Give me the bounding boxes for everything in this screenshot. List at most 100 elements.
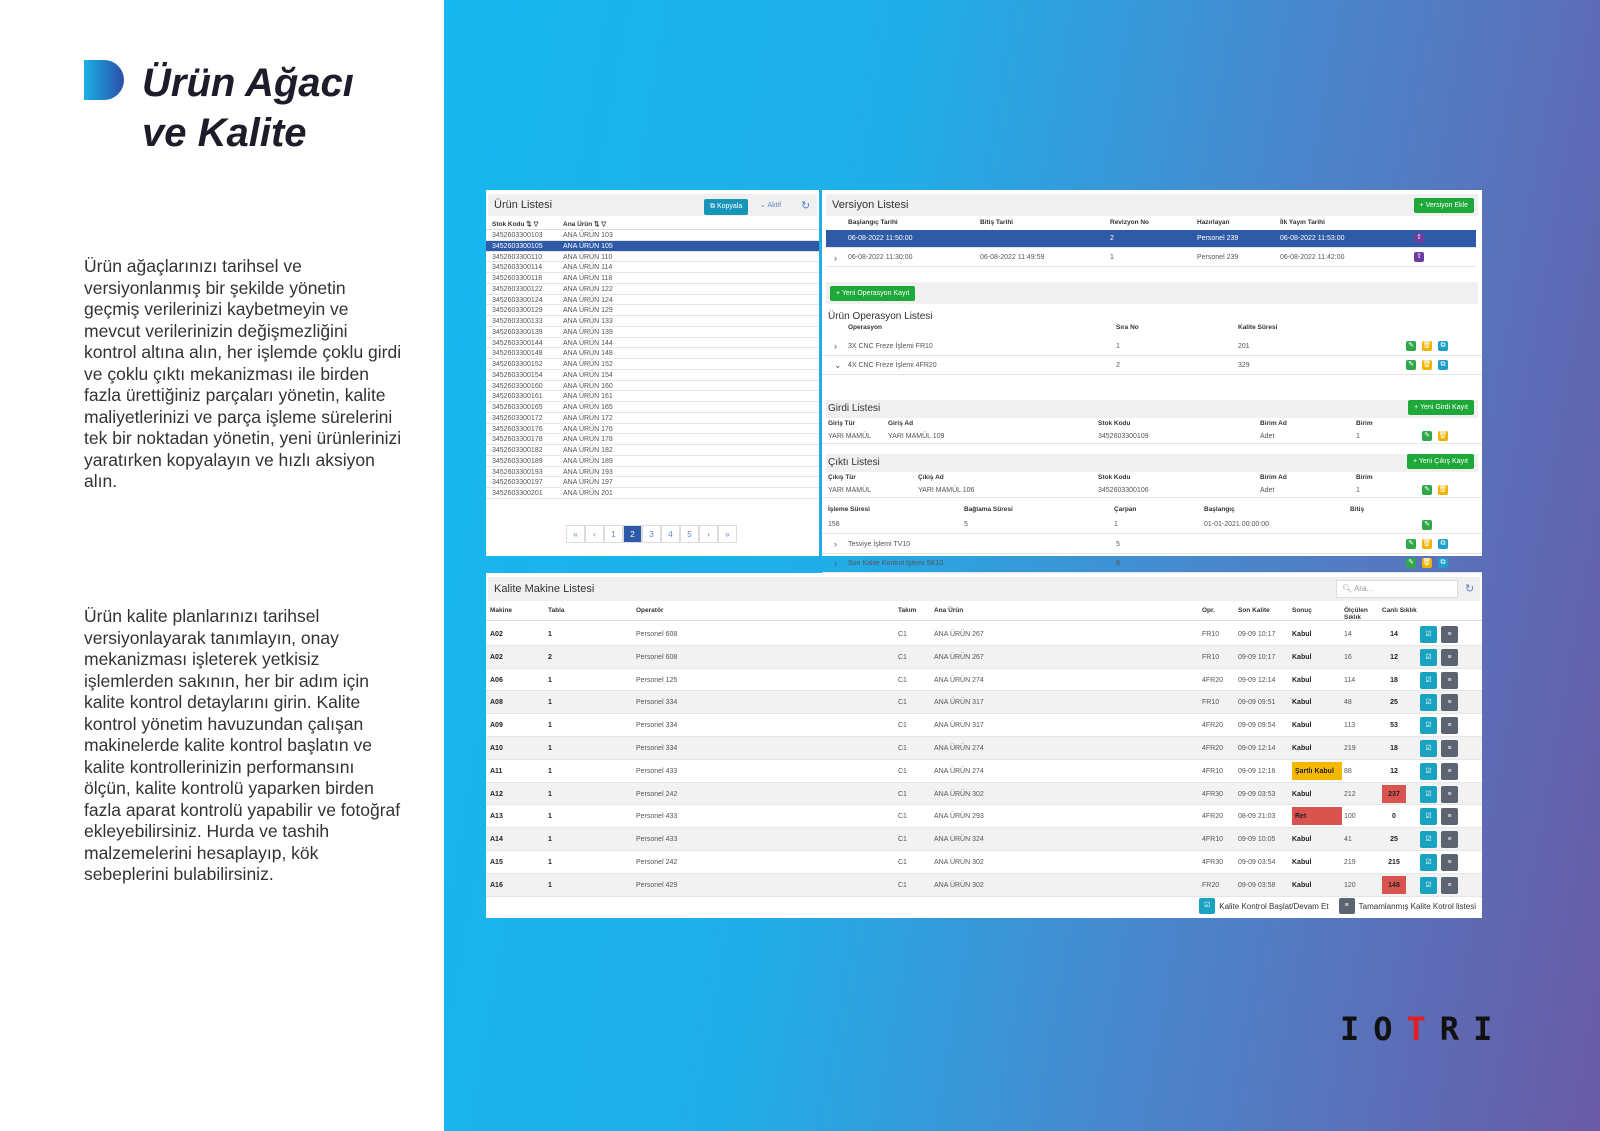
edit-icon[interactable]: ✎ [1422, 520, 1432, 530]
machine-row[interactable]: A02 1 Personel 608 C1 ANA ÜRÜN 267 FR10 09-09 … [486, 623, 1482, 646]
completed-list-button[interactable]: ≡ [1441, 831, 1458, 849]
machine-row[interactable]: A15 1 Personel 242 C1 ANA ÜRÜN 302 4FR30 09-09… [486, 851, 1482, 874]
column-header[interactable]: Bağlama Süresi [964, 506, 1013, 513]
page-button[interactable]: » [718, 525, 737, 543]
expand-chevron-icon[interactable]: ⌄ [834, 360, 842, 370]
machine-row[interactable]: A02 2 Personel 608 C1 ANA ÜRÜN 267 FR10 09-09 … [486, 645, 1482, 669]
machine-row[interactable]: A11 1 Personel 433 C1 ANA ÜRÜN 274 4FR10 09-09… [486, 760, 1482, 783]
table-row[interactable]: 3452603300124 ANA ÜRÜN 124 [486, 295, 819, 306]
column-header[interactable]: Stok Kodu [1098, 474, 1131, 481]
publish-icon[interactable]: ⇧ [1414, 233, 1424, 243]
table-row[interactable]: 3452603300172 ANA ÜRÜN 172 [486, 413, 819, 424]
page-button[interactable]: › [699, 525, 718, 543]
copy-icon[interactable]: ⧉ [1438, 558, 1448, 568]
table-row[interactable]: 3452603300103 ANA ÜRÜN 103 [486, 230, 819, 241]
machine-row[interactable]: A08 1 Personel 334 C1 ANA ÜRÜN 317 FR10 09-09 … [486, 691, 1482, 715]
page-button[interactable]: 5 [680, 525, 699, 543]
expand-chevron-icon[interactable]: › [834, 341, 837, 351]
completed-list-button[interactable]: ≡ [1441, 626, 1458, 643]
start-quality-check-button[interactable]: ☑ [1420, 740, 1437, 757]
new-girdi-button[interactable]: + Yeni Girdi Kayıt [1408, 400, 1474, 415]
column-header[interactable]: Birim Ad [1260, 420, 1287, 427]
column-header[interactable]: Hazırlayan [1197, 219, 1230, 226]
start-quality-check-button[interactable]: ☑ [1420, 831, 1437, 849]
refresh-icon[interactable]: ↻ [1465, 583, 1475, 595]
table-row[interactable]: 3452603300154 ANA ÜRÜN 154 [486, 370, 819, 381]
column-header[interactable]: Çıkış Ad [918, 474, 944, 481]
column-header[interactable]: Operasyon [848, 324, 882, 331]
column-header[interactable]: Stok Kodu [1098, 420, 1131, 427]
machine-row[interactable]: A06 1 Personel 125 C1 ANA ÜRÜN 274 4FR20 09-09… [486, 669, 1482, 692]
column-header[interactable]: Ölçülen Sıklık [1344, 607, 1368, 621]
expand-chevron-icon[interactable]: › [834, 558, 837, 568]
copy-icon[interactable]: ⧉ [1438, 360, 1448, 370]
table-row[interactable]: 3452603300152 ANA ÜRÜN 152 [486, 359, 819, 370]
table-row[interactable]: 3452603300189 ANA ÜRÜN 189 [486, 456, 819, 467]
operation-row[interactable]: ⌄ 4X CNC Freze İşlemi 4FR20 2 329 ✎ 🗑︎ ⧉ [822, 357, 1482, 375]
table-row[interactable]: 3452603300193 ANA ÜRÜN 193 [486, 467, 819, 478]
column-header[interactable]: Birim [1356, 474, 1373, 481]
column-header[interactable]: Tabla [548, 607, 565, 614]
table-row[interactable]: 3452603300161 ANA ÜRÜN 161 [486, 391, 819, 402]
copy-icon[interactable]: ⧉ [1438, 539, 1448, 549]
operation-row[interactable]: › Son Kalite Kontrol İşlemi SK10 6 ✎ 🗑︎ ⧉ [822, 555, 1482, 573]
table-row[interactable]: 3452603300160 ANA ÜRÜN 160 [486, 381, 819, 392]
aktif-toggle[interactable]: ⌄ Aktif [760, 202, 782, 209]
machine-row[interactable]: A09 1 Personel 334 C1 ANA ÜRÜN 317 4FR20 09-09… [486, 714, 1482, 737]
edit-icon[interactable]: ✎ [1406, 539, 1416, 549]
machine-row[interactable]: A16 1 Personel 429 C1 ANA ÜRÜN 302 FR20 09-09 … [486, 873, 1482, 897]
column-header[interactable]: Çıkış Tür [828, 474, 856, 481]
table-row[interactable]: 3452603300129 ANA ÜRÜN 129 [486, 305, 819, 316]
completed-list-button[interactable]: ≡ [1441, 854, 1458, 871]
expand-chevron-icon[interactable]: › [834, 539, 837, 549]
completed-list-button[interactable]: ≡ [1441, 648, 1458, 666]
page-button[interactable]: 2 [623, 525, 642, 543]
operation-row[interactable]: › 3X CNC Freze İşlemi FR10 1 201 ✎ 🗑︎ ⧉ [822, 338, 1482, 356]
table-row[interactable]: 3452603300122 ANA ÜRÜN 122 [486, 284, 819, 295]
page-button[interactable]: 3 [642, 525, 661, 543]
edit-icon[interactable]: ✎ [1406, 558, 1416, 568]
isleme-row[interactable]: 158 5 1 01-01-2021 00:00:00 ✎ [822, 518, 1482, 534]
column-header[interactable]: İşleme Süresi [828, 506, 870, 513]
edit-icon[interactable]: ✎ [1406, 360, 1416, 370]
start-quality-check-button[interactable]: ☑ [1420, 762, 1437, 780]
start-quality-check-button[interactable]: ☑ [1420, 671, 1437, 689]
copy-button[interactable]: ⧉ Kopyala [704, 199, 749, 215]
version-row[interactable]: 06-08-2022 11:50:00 2 Personel 239 06-08-20… [826, 230, 1476, 248]
start-quality-check-button[interactable]: ☑ [1420, 808, 1437, 826]
column-header[interactable]: Makine [490, 607, 513, 614]
completed-list-button[interactable]: ≡ [1441, 876, 1458, 894]
column-header[interactable]: Canlı Sıklık [1382, 607, 1417, 614]
start-quality-check-button[interactable]: ☑ [1420, 876, 1437, 894]
column-header[interactable]: Takım [898, 607, 917, 614]
copy-icon[interactable]: ⧉ [1438, 341, 1448, 351]
table-row[interactable]: 3452603300133 ANA ÜRÜN 133 [486, 316, 819, 327]
start-quality-check-button[interactable]: ☑ [1420, 785, 1437, 803]
completed-list-button[interactable]: ≡ [1441, 762, 1458, 780]
add-version-button[interactable]: + Versiyon Ekle [1413, 198, 1474, 213]
edit-icon[interactable]: ✎ [1422, 431, 1432, 441]
table-row[interactable]: 3452603300201 ANA ÜRÜN 201 [486, 488, 819, 499]
table-row[interactable]: 3452603300182 ANA ÜRÜN 182 [486, 445, 819, 456]
completed-list-button[interactable]: ≡ [1441, 717, 1458, 735]
start-quality-check-button[interactable]: ☑ [1420, 694, 1437, 712]
col-stok-kodu[interactable]: Stok Kodu ⇅ ▽ [492, 221, 539, 228]
column-header[interactable]: Revizyon No [1110, 219, 1150, 226]
page-button[interactable]: 1 [604, 525, 623, 543]
table-row[interactable]: 3452603300197 ANA ÜRÜN 197 [486, 477, 819, 488]
table-row[interactable]: 3452603300114 ANA ÜRÜN 114 [486, 262, 819, 273]
girdi-row[interactable]: YARI MAMÜL YARI MAMÜL 109 3452603300109 Ade… [822, 430, 1482, 444]
table-row[interactable]: 3452603300178 ANA ÜRÜN 178 [486, 434, 819, 445]
start-quality-check-button[interactable]: ☑ [1420, 648, 1437, 666]
column-header[interactable]: İlk Yayın Tarihi [1280, 219, 1325, 226]
column-header[interactable]: Birim [1356, 420, 1373, 427]
page-button[interactable]: 4 [661, 525, 680, 543]
column-header[interactable]: Bitiş Tarihi [980, 219, 1014, 226]
start-quality-check-button[interactable]: ☑ [1420, 626, 1437, 643]
machine-row[interactable]: A10 1 Personel 334 C1 ANA ÜRÜN 274 4FR20 09-09… [486, 737, 1482, 760]
delete-icon[interactable]: 🗑︎ [1438, 431, 1448, 441]
table-row[interactable]: 3452603300139 ANA ÜRÜN 139 [486, 327, 819, 338]
column-header[interactable]: Başlangıç Tarihi [848, 219, 898, 226]
search-input[interactable]: 🔍︎ Ara... [1336, 580, 1458, 598]
column-header[interactable]: Operatör [636, 607, 664, 614]
